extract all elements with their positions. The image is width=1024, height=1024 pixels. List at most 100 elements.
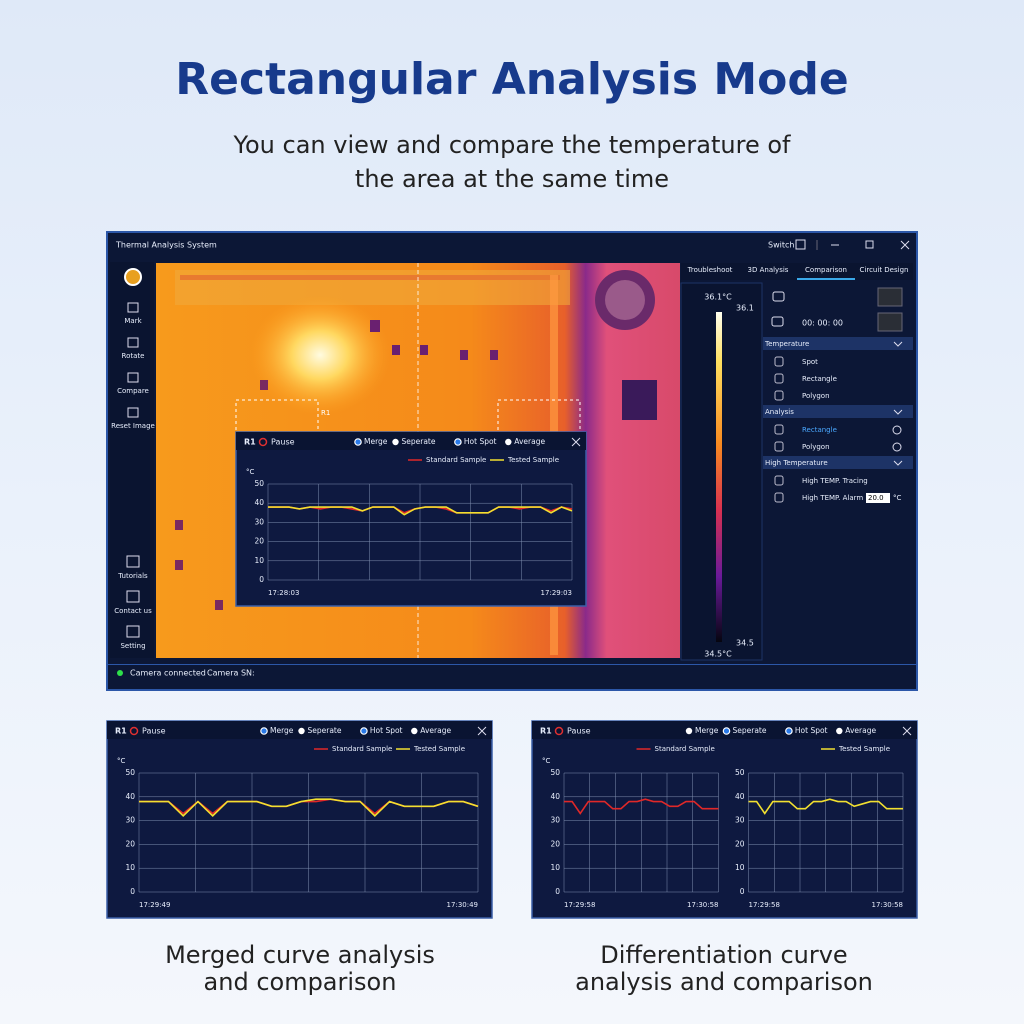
status: Camera connected — [130, 669, 206, 678]
radio[interactable] — [685, 727, 693, 735]
pause[interactable]: Pause — [271, 438, 295, 447]
tab[interactable]: 3D Analysis — [748, 266, 789, 274]
chart-panel — [106, 720, 493, 919]
pause-icon[interactable] — [258, 437, 268, 447]
option[interactable]: Seperate — [402, 437, 436, 446]
close[interactable] — [571, 437, 581, 447]
option[interactable]: Hot Spot — [370, 726, 403, 735]
item-label[interactable]: Spot — [802, 358, 818, 366]
radio[interactable] — [411, 727, 418, 735]
y-tick-label: 10 — [735, 863, 745, 872]
switch-icon[interactable] — [795, 239, 806, 250]
caption: and comparison — [204, 968, 397, 996]
x-tick-label: 17:30:58 — [872, 901, 903, 909]
section-title: Temperature — [764, 340, 809, 348]
tool-label[interactable]: Setting — [120, 642, 145, 650]
legend-label: Tested Sample — [413, 745, 465, 753]
x-tick-label: 17:29:58 — [564, 901, 595, 909]
y-tick-label: 0 — [259, 575, 264, 584]
y-tick-label: 30 — [254, 517, 264, 526]
camera-icon[interactable] — [772, 291, 785, 302]
radio[interactable] — [360, 727, 368, 735]
option[interactable]: Seperate — [733, 726, 767, 735]
option[interactable]: Merge — [270, 726, 294, 735]
camera-sn: Camera SN: — [207, 669, 255, 678]
tool-icon[interactable] — [127, 407, 139, 418]
close[interactable] — [477, 726, 487, 736]
help-icon[interactable] — [892, 442, 902, 452]
pause-icon[interactable] — [554, 726, 564, 736]
pause-icon[interactable] — [129, 726, 139, 736]
tool-label[interactable]: Rotate — [122, 352, 145, 360]
help-icon[interactable] — [892, 425, 902, 435]
tool-label[interactable]: Tutorials — [117, 572, 148, 580]
legend-label: Standard Sample — [655, 745, 715, 753]
radio[interactable] — [392, 438, 399, 446]
option[interactable]: Merge — [364, 437, 388, 446]
x-tick-label: 17:28:03 — [268, 589, 299, 597]
radio[interactable] — [260, 727, 268, 735]
x-tick-label: 17:29:49 — [139, 901, 170, 909]
tool-icon[interactable] — [127, 372, 139, 383]
x-tick-label: 17:30:49 — [447, 901, 478, 909]
alarm-input[interactable] — [866, 493, 890, 503]
tab[interactable]: Troubleshoot — [687, 266, 733, 274]
tool-label[interactable]: Mark — [124, 317, 142, 325]
tool-label[interactable]: Contact us — [114, 607, 152, 615]
status-dot — [117, 670, 123, 676]
tab-underline — [797, 278, 855, 280]
tool-icon[interactable] — [126, 555, 140, 568]
option[interactable]: Average — [514, 437, 545, 446]
tab[interactable]: Circuit Design — [860, 266, 909, 274]
y-tick-label: 0 — [130, 887, 135, 896]
caption: analysis and comparison — [575, 968, 873, 996]
radio[interactable] — [785, 727, 793, 735]
item-label[interactable]: High TEMP. Alarm — [802, 494, 863, 502]
item-label[interactable]: Rectangle — [802, 375, 837, 383]
option[interactable]: Average — [845, 726, 876, 735]
tab[interactable]: Comparison — [805, 266, 847, 274]
option[interactable]: Merge — [695, 726, 719, 735]
option[interactable]: Seperate — [308, 726, 342, 735]
item-label[interactable]: Polygon — [802, 392, 830, 400]
section-header — [763, 337, 913, 350]
close[interactable] — [900, 240, 910, 250]
y-tick-label: 30 — [125, 816, 135, 825]
close[interactable] — [902, 726, 912, 736]
tool-label[interactable]: Compare — [117, 387, 149, 395]
tool-label[interactable]: Reset Image — [111, 422, 155, 430]
item-label[interactable]: High TEMP. Tracing — [802, 477, 868, 485]
toolbar — [110, 262, 154, 658]
x-tick-label: 17:30:58 — [687, 901, 718, 909]
option[interactable]: Hot Spot — [464, 437, 497, 446]
pause[interactable]: Pause — [142, 727, 166, 736]
chevron[interactable] — [893, 341, 903, 347]
switch[interactable]: Switch — [768, 241, 794, 250]
option[interactable]: Average — [420, 726, 451, 735]
radio[interactable] — [354, 438, 362, 446]
recording — [877, 312, 903, 332]
palette-icon[interactable] — [124, 268, 142, 286]
tool-icon[interactable] — [126, 625, 140, 638]
series-line — [564, 798, 719, 815]
series-line — [139, 798, 479, 817]
radio[interactable] — [722, 727, 731, 735]
chevron[interactable] — [893, 460, 903, 466]
item-label[interactable]: Polygon — [802, 443, 830, 451]
y-tick-label: 10 — [254, 556, 264, 565]
option[interactable]: Hot Spot — [795, 726, 828, 735]
item-label[interactable]: Rectangle — [802, 426, 837, 434]
radio[interactable] — [298, 727, 305, 735]
maximize[interactable] — [865, 240, 874, 249]
radio[interactable] — [836, 727, 843, 735]
video-icon[interactable] — [771, 316, 784, 327]
radio[interactable] — [505, 438, 512, 446]
tool-icon[interactable] — [127, 302, 139, 313]
chevron[interactable] — [893, 409, 903, 415]
radio[interactable] — [454, 438, 462, 446]
tool-icon[interactable] — [126, 590, 140, 603]
tool-icon[interactable] — [127, 337, 139, 348]
pause[interactable]: Pause — [567, 727, 591, 736]
